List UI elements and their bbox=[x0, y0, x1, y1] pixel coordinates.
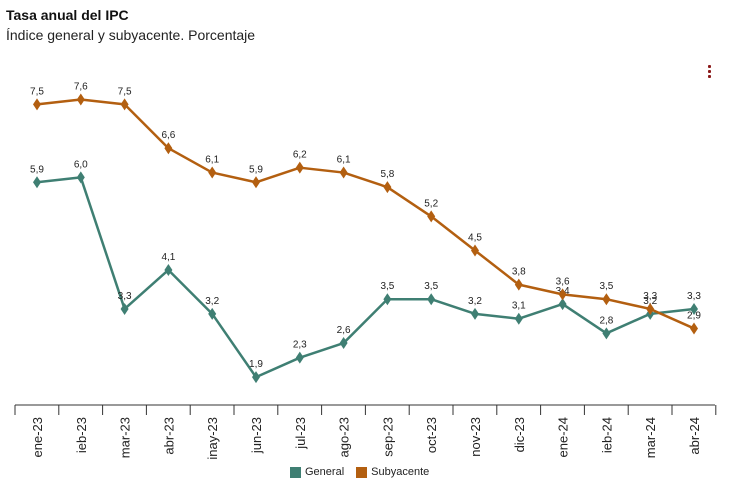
data-point-general bbox=[690, 302, 698, 315]
x-tick-label: mar-23 bbox=[118, 417, 133, 458]
data-point-general bbox=[252, 371, 260, 384]
x-tick-label: jul-23 bbox=[293, 417, 308, 450]
x-tick-label: inay-23 bbox=[205, 417, 220, 460]
data-point-subyacente bbox=[295, 161, 304, 174]
x-tick-label: ieb-24 bbox=[599, 417, 614, 453]
legend-label-general: General bbox=[305, 466, 345, 478]
data-point-subyacente bbox=[514, 278, 523, 291]
data-point-general bbox=[471, 307, 479, 320]
x-tick-label: oct-23 bbox=[424, 417, 439, 453]
data-label-general: 3,1 bbox=[512, 301, 526, 312]
data-label-general: 2,8 bbox=[599, 315, 613, 326]
data-point-subyacente bbox=[339, 166, 348, 179]
data-label-subyacente: 4,5 bbox=[468, 233, 482, 244]
data-label-subyacente: 7,5 bbox=[30, 86, 44, 97]
x-tick-label: dic-23 bbox=[512, 417, 527, 452]
data-label-general: 3,2 bbox=[643, 296, 657, 307]
chart-subtitle: Índice general y subyacente. Porcentaje bbox=[6, 27, 256, 43]
data-label-subyacente: 6,6 bbox=[161, 130, 175, 141]
data-point-subyacente bbox=[33, 98, 41, 111]
data-label-subyacente: 2,9 bbox=[687, 310, 701, 321]
data-point-subyacente bbox=[208, 166, 217, 179]
data-label-subyacente: 3,6 bbox=[556, 276, 570, 287]
data-point-general bbox=[208, 307, 217, 320]
legend: General Subyacente bbox=[290, 466, 429, 478]
data-label-subyacente: 6,1 bbox=[337, 155, 351, 166]
data-point-general bbox=[339, 337, 348, 350]
x-tick-label: sep-23 bbox=[380, 417, 395, 457]
legend-label-subyacente: Subyacente bbox=[371, 466, 430, 478]
series-line-subyacente bbox=[36, 98, 695, 330]
data-point-general bbox=[164, 263, 173, 276]
data-label-subyacente: 3,3 bbox=[643, 291, 657, 302]
chart-title: Tasa anual del IPC bbox=[6, 7, 129, 23]
data-label-subyacente: 6,2 bbox=[293, 150, 307, 161]
data-label-general: 3,3 bbox=[687, 291, 701, 302]
data-point-subyacente bbox=[558, 288, 567, 301]
x-tick-label: jun-23 bbox=[249, 417, 264, 454]
data-point-subyacente bbox=[164, 142, 173, 155]
data-point-general bbox=[120, 302, 129, 315]
x-tick-label: ene-23 bbox=[30, 417, 45, 457]
menu-dot bbox=[707, 65, 711, 68]
data-point-general bbox=[427, 293, 436, 306]
data-point-subyacente bbox=[646, 302, 655, 315]
data-label-general: 5,9 bbox=[30, 164, 44, 175]
data-point-subyacente bbox=[427, 210, 436, 223]
x-tick-label: abr-24 bbox=[687, 417, 702, 455]
data-point-subyacente bbox=[120, 98, 129, 111]
data-label-subyacente: 6,1 bbox=[205, 155, 219, 166]
legend-swatch-general bbox=[290, 466, 301, 478]
x-tick-label: abr-23 bbox=[161, 417, 176, 455]
x-tick-label: ago-23 bbox=[337, 417, 352, 457]
data-point-general bbox=[33, 176, 41, 189]
data-point-subyacente bbox=[76, 93, 85, 106]
data-point-subyacente bbox=[471, 244, 479, 257]
legend-item-general[interactable]: General bbox=[290, 466, 344, 478]
series-line-general bbox=[36, 176, 695, 379]
x-tick-label: nov-23 bbox=[468, 417, 483, 457]
data-point-general bbox=[514, 312, 523, 325]
data-label-general: 2,6 bbox=[337, 325, 351, 336]
data-label-general: 4,1 bbox=[161, 252, 175, 263]
data-label-subyacente: 5,2 bbox=[424, 198, 438, 209]
data-point-general bbox=[76, 171, 85, 184]
data-label-general: 3,2 bbox=[468, 296, 482, 307]
data-label-general: 3,3 bbox=[118, 291, 132, 302]
legend-swatch-subyacente bbox=[356, 466, 368, 478]
data-point-subyacente bbox=[690, 322, 698, 335]
data-point-general bbox=[602, 327, 611, 340]
data-label-general: 3,5 bbox=[424, 281, 438, 292]
data-point-general bbox=[558, 298, 567, 311]
data-label-subyacente: 3,8 bbox=[512, 267, 526, 278]
data-label-general: 2,3 bbox=[293, 340, 307, 351]
x-tick-label: mar-24 bbox=[643, 417, 658, 458]
data-point-subyacente bbox=[602, 293, 611, 306]
data-label-general: 6,0 bbox=[74, 159, 88, 170]
data-label-general: 3,2 bbox=[205, 296, 219, 307]
data-point-subyacente bbox=[252, 176, 260, 189]
x-tick-label: ieb-23 bbox=[74, 417, 89, 453]
legend-item-subyacente[interactable]: Subyacente bbox=[356, 466, 429, 478]
data-label-subyacente: 3,5 bbox=[599, 281, 613, 292]
data-label-subyacente: 5,8 bbox=[380, 169, 394, 180]
menu-dot bbox=[707, 70, 711, 73]
data-label-subyacente: 7,5 bbox=[118, 86, 132, 97]
data-point-general bbox=[295, 351, 304, 364]
more-options-icon[interactable] bbox=[704, 65, 714, 81]
data-label-general: 1,9 bbox=[249, 359, 263, 370]
data-point-general bbox=[383, 293, 392, 306]
data-point-subyacente bbox=[383, 181, 392, 194]
x-tick-label: ene-24 bbox=[556, 417, 571, 457]
data-label-general: 3,5 bbox=[380, 281, 394, 292]
menu-dot bbox=[707, 75, 711, 78]
data-label-subyacente: 7,6 bbox=[74, 81, 88, 92]
data-label-subyacente: 5,9 bbox=[249, 164, 263, 175]
